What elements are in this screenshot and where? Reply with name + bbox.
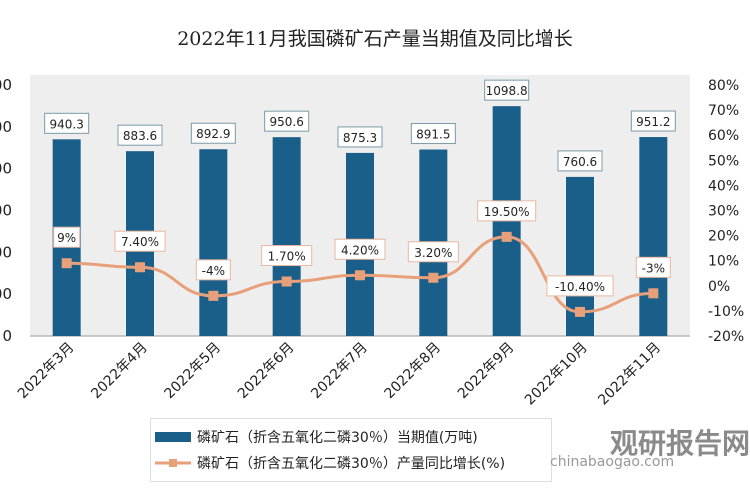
line-point	[648, 288, 659, 299]
x-tick-label: 2022年10月	[522, 340, 591, 409]
line-data-label: -4%	[202, 264, 225, 278]
line-data-label: -10.40%	[555, 280, 605, 294]
right-tick-label: 0%	[708, 279, 730, 295]
bar-label-box	[630, 110, 676, 132]
right-tick-label: 80%	[708, 78, 739, 94]
line-label-box	[477, 200, 537, 222]
bar-data-label: 950.6	[269, 115, 303, 129]
line-point	[281, 276, 292, 287]
line-label-box	[53, 226, 81, 248]
line-label-box	[407, 241, 459, 263]
line-label-box	[546, 275, 614, 297]
right-tick-label: 20%	[708, 229, 739, 245]
line-point	[208, 290, 219, 301]
line-data-label: 1.70%	[268, 250, 306, 264]
bar	[272, 137, 301, 336]
line-label-box	[114, 230, 166, 252]
right-tick-label: 40%	[708, 178, 739, 194]
x-tick-label: 2022年9月	[455, 340, 518, 403]
bar-data-label: 892.9	[196, 127, 230, 141]
bar-swatch	[155, 432, 191, 442]
right-tick-label: -20%	[708, 329, 744, 345]
growth-line	[66, 235, 654, 314]
right-tick-label: -10%	[708, 304, 744, 320]
bar-label-box	[264, 110, 310, 132]
left-tick-label: 600	[0, 202, 12, 220]
x-tick-label: 2022年4月	[88, 340, 151, 403]
bar-data-label: 883.6	[123, 129, 157, 143]
legend: 磷矿石（折含五氧化二磷30％）当期值(万吨) 磷矿石（折含五氧化二磷30％）产量…	[150, 418, 552, 482]
line-point	[135, 262, 145, 273]
bar-data-label: 1098.8	[486, 84, 528, 98]
bar-data-label: 891.5	[416, 128, 450, 142]
line-data-label: 4.20%	[341, 243, 379, 257]
line-label-box	[195, 259, 231, 281]
bar-label-box	[190, 122, 236, 144]
bar-label-box	[44, 112, 90, 134]
left-tick-label: 400	[0, 243, 12, 261]
bar-label-box	[410, 123, 456, 145]
right-tick-label: 70%	[708, 103, 739, 119]
right-tick-label: 60%	[708, 128, 739, 144]
bar-label-box	[117, 124, 163, 146]
bar-data-label: 951.2	[636, 115, 670, 129]
legend-label: 磷矿石（折含五氧化二磷30％）当期值(万吨)	[197, 430, 478, 446]
bar	[199, 149, 228, 336]
bar	[639, 137, 668, 336]
bar-label-box	[484, 79, 530, 101]
left-tick-label: 1200	[0, 76, 12, 94]
line-data-label: 9%	[57, 231, 76, 245]
bar-data-label: 760.6	[563, 155, 597, 169]
left-tick-label: 0	[2, 327, 12, 345]
x-tick-label: 2022年8月	[382, 340, 445, 403]
legend-item-bar: 磷矿石（折含五氧化二磷30％）当期值(万吨)	[155, 427, 478, 447]
bar-data-label: 940.3	[49, 117, 83, 131]
legend-label: 磷矿石（折含五氧化二磷30％）产量同比增长(%)	[197, 456, 506, 472]
x-tick-label: 2022年3月	[15, 340, 78, 403]
x-tick-label: 2022年5月	[162, 340, 225, 403]
x-tick-label: 2022年11月	[595, 340, 664, 409]
bar-data-label: 875.3	[343, 131, 377, 145]
line-data-label: 7.40%	[121, 235, 159, 249]
x-tick-label: 2022年7月	[308, 340, 371, 403]
legend-item-line: 磷矿石（折含五氧化二磷30％）产量同比增长(%)	[155, 453, 505, 473]
line-swatch	[155, 459, 191, 467]
chart-title: 2022年11月我国磷矿石产量当期值及同比增长	[177, 28, 573, 50]
watermark-url: chinabaogao.com	[550, 454, 675, 470]
line-data-label: 19.50%	[484, 205, 530, 219]
line-point	[61, 258, 72, 269]
x-tick-label: 2022年6月	[235, 340, 298, 403]
watermark-logo: 观研报告网	[610, 427, 750, 460]
line-point	[501, 231, 512, 242]
left-tick-label: 1000	[0, 118, 12, 136]
line-data-label: -3%	[642, 261, 665, 275]
bar-label-box	[337, 126, 383, 148]
line-point	[575, 306, 585, 317]
bar-label-box	[557, 150, 603, 172]
line-point	[428, 272, 439, 283]
line-label-box	[635, 256, 671, 278]
right-tick-label: 50%	[708, 153, 739, 169]
line-label-box	[334, 238, 386, 260]
line-point	[355, 270, 365, 281]
right-tick-label: 30%	[708, 204, 739, 220]
line-label-box	[261, 245, 313, 267]
line-data-label: 3.20%	[414, 246, 452, 260]
left-tick-label: 200	[0, 285, 12, 303]
left-tick-label: 800	[0, 160, 12, 178]
right-tick-label: 10%	[708, 254, 739, 270]
